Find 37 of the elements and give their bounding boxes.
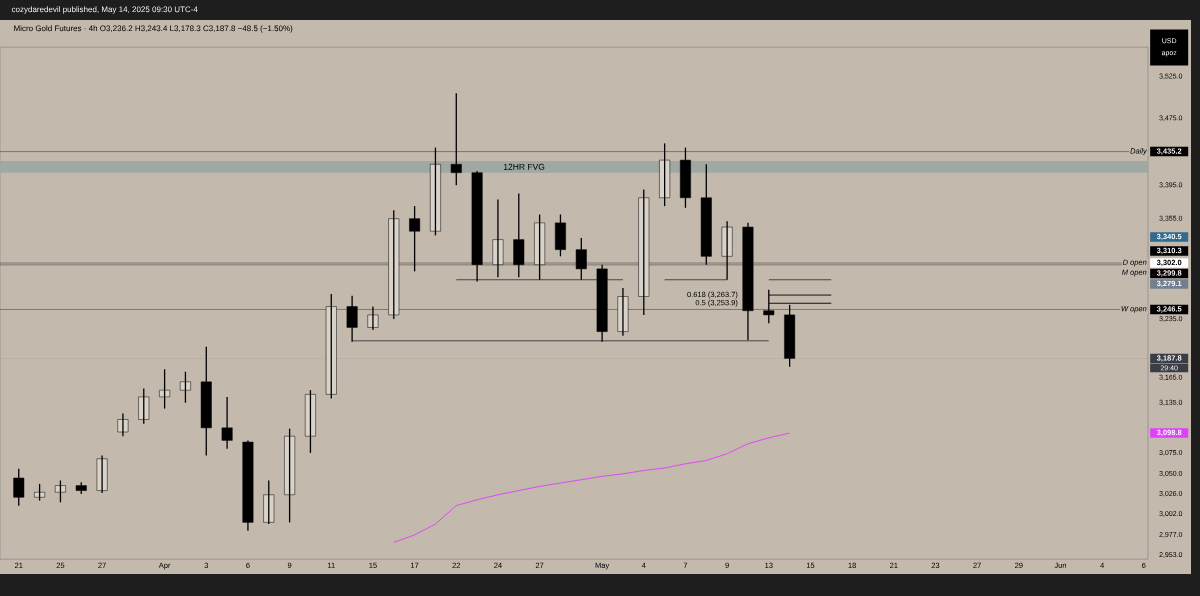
candlestick: [638, 188, 650, 316]
candlestick: [346, 295, 358, 343]
candlestick: [596, 264, 608, 343]
candlestick: [534, 213, 546, 281]
candlestick: [117, 412, 129, 437]
candlestick: [659, 142, 671, 207]
candlestick: [554, 213, 566, 257]
candlestick: [13, 468, 25, 507]
candlestick: [284, 428, 296, 524]
candlestick: [575, 237, 587, 281]
candlestick: [221, 396, 233, 450]
candlestick: [54, 479, 66, 503]
candlestick: [388, 209, 400, 320]
candlestick: [242, 439, 254, 532]
candlestick: [200, 346, 212, 457]
candlestick: [721, 220, 733, 281]
candlestick: [492, 198, 504, 278]
candlestick: [263, 479, 275, 525]
candlestick: [617, 287, 629, 337]
candlestick: [450, 92, 462, 186]
chart-title: Micro Gold Futures · 4h O3,236.2 H3,243.4 L3,178.3 C3,187.8 −48.5 (−1.50%): [14, 25, 293, 33]
candlestick: [700, 163, 712, 266]
candlestick: [159, 368, 171, 410]
candlestick: [325, 293, 337, 400]
candlestick: [742, 222, 754, 341]
candlestick: [680, 146, 691, 209]
candlestick: [429, 146, 441, 237]
candlestick: [471, 170, 483, 283]
candlestick: [513, 192, 525, 278]
candlestick: [96, 454, 108, 494]
candlestick: [304, 389, 316, 454]
text: cozydaredevil published, May 14, 2025 09:30 UTC-4: [11, 6, 198, 14]
candlestick: [367, 305, 379, 331]
candlestick: [409, 205, 421, 273]
candlestick: [179, 371, 191, 404]
candlestick: [138, 387, 150, 425]
band-label: 12HR FVG: [503, 163, 545, 170]
